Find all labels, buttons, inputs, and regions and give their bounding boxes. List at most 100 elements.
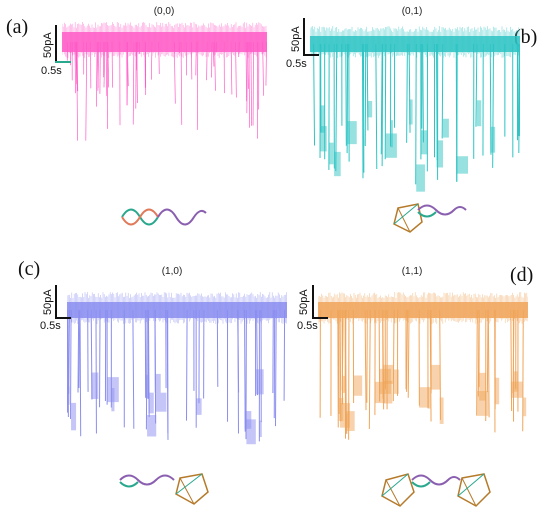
blockade-event [75, 41, 78, 85]
blockade-level [495, 377, 500, 405]
blockade-event [237, 309, 240, 393]
blockade-event [275, 309, 277, 427]
blockade-event [392, 309, 395, 402]
panel-b-time-scale: 0.5s [286, 58, 307, 70]
panel-c-trace [67, 292, 287, 445]
blockade-event [265, 41, 267, 86]
blockade-event [214, 41, 216, 91]
blockade-event [406, 43, 408, 143]
blockade-event [487, 309, 490, 418]
blockade-event [262, 41, 264, 96]
blockade-event [77, 309, 80, 393]
blockade-level [420, 130, 428, 155]
blockade-event [245, 41, 247, 102]
blockade-event [132, 41, 135, 125]
blockade-event [364, 43, 367, 146]
blockade-event [96, 41, 98, 107]
blockade-level [147, 414, 157, 437]
blockade-event [384, 43, 387, 160]
blockade-level [375, 381, 386, 404]
blockade-level [416, 164, 425, 192]
blockade-level [334, 151, 341, 177]
blockade-level [154, 373, 161, 393]
blockade-level [490, 126, 496, 153]
blockade-event [136, 41, 138, 103]
panel-b-title: (0,1) [401, 6, 423, 17]
blockade-event [252, 41, 254, 126]
dna-two-cages-icon [381, 473, 491, 507]
blockade-level [382, 364, 393, 384]
blockade-level [367, 100, 373, 118]
panel-d-current-scale: 50pA [298, 289, 310, 315]
blockade-level [345, 411, 355, 431]
blockade-event [407, 309, 410, 398]
blockade-event [381, 43, 384, 167]
blockade-level [155, 392, 167, 412]
blockade-event [345, 43, 347, 146]
blockade-event [522, 309, 524, 432]
blockade-level [91, 372, 99, 399]
blockade-level [145, 374, 150, 399]
blockade-level [479, 372, 486, 401]
blockade-level [419, 387, 430, 408]
blockade-event [206, 41, 208, 81]
blockade-level [255, 369, 264, 395]
blockade-event [335, 43, 338, 172]
blockade-event [76, 41, 79, 92]
blockade-event [180, 41, 183, 125]
blockade-event [103, 41, 106, 88]
blockade-event [212, 41, 215, 67]
blockade-event [238, 41, 240, 58]
blockade-event [475, 43, 478, 127]
blockade-event [76, 41, 78, 141]
blockade-level [436, 140, 444, 168]
blockade-event [105, 41, 108, 97]
blockade-level [442, 118, 449, 138]
panel-a-current-scale: 50pA [42, 32, 54, 58]
panel-b-trace [310, 26, 520, 192]
blockade-event [85, 41, 88, 141]
dna-cage-icon [393, 203, 467, 233]
panel-a-trace [62, 22, 267, 141]
blockade-level [456, 156, 468, 174]
panel-d-time-scale: 0.5s [297, 320, 318, 332]
panel-c-current-scale: 50pA [42, 289, 54, 315]
blockade-level [523, 397, 527, 417]
blockade-event [158, 41, 160, 75]
blockade-event [361, 43, 364, 179]
blockade-event [406, 309, 409, 392]
blockade-level [259, 420, 262, 437]
panel-c-label: (c) [18, 258, 41, 280]
dna-cage-icon [119, 473, 209, 505]
blockade-level [477, 390, 489, 416]
blockade-level [353, 375, 363, 396]
blockade-event [132, 309, 135, 429]
blockade-event [107, 41, 110, 88]
blockade-level [431, 364, 441, 390]
dna-strand-icon [121, 208, 207, 226]
blockade-event [486, 309, 489, 393]
blockade-event [368, 309, 371, 430]
blockade-event [74, 41, 77, 94]
blockade-level [427, 387, 431, 409]
blockade-event [196, 41, 199, 130]
blockade-level [519, 103, 520, 123]
blockade-level [107, 377, 119, 403]
blockade-level [148, 392, 154, 414]
blockade-level [320, 126, 327, 152]
blockade-event [173, 41, 176, 104]
blockade-event [364, 309, 367, 411]
blockade-level [338, 398, 344, 421]
blockade-level [71, 402, 77, 431]
blockade-level [439, 397, 444, 424]
blockade-event [380, 43, 383, 155]
blockade-event [283, 309, 286, 401]
blockade-event [235, 41, 237, 98]
blockade-event [70, 309, 72, 420]
blockade-level [196, 398, 202, 415]
panel-a-title: (0,0) [153, 6, 175, 17]
blockade-event [126, 41, 129, 87]
blockade-event [79, 309, 82, 437]
blockade-event [313, 43, 316, 146]
blockade-level [329, 142, 334, 165]
